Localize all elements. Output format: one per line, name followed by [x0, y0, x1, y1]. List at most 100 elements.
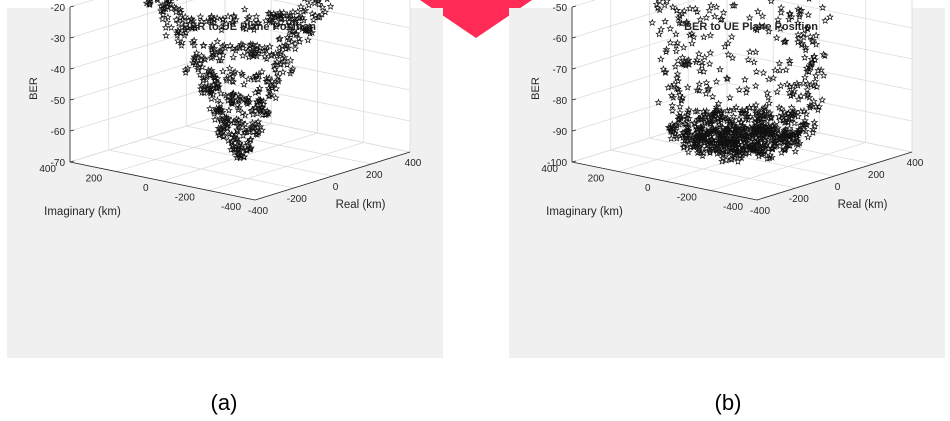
data-point [672, 47, 681, 55]
y-tick-label: -400 [221, 202, 241, 213]
data-point [190, 55, 198, 64]
data-point [694, 115, 702, 123]
data-point [267, 51, 276, 60]
data-point [675, 120, 684, 128]
data-point [705, 6, 714, 14]
data-point [755, 152, 763, 160]
data-point [182, 28, 190, 37]
data-point [230, 12, 238, 21]
data-point [789, 89, 798, 98]
data-point [747, 124, 755, 132]
data-point [704, 119, 712, 127]
y-tick-label: 0 [143, 183, 149, 194]
data-point [723, 114, 732, 122]
data-point [667, 91, 676, 99]
data-point [668, 3, 677, 11]
data-point [792, 131, 801, 139]
data-point [752, 67, 761, 76]
data-point [262, 74, 271, 82]
data-point [739, 125, 748, 133]
data-point [666, 38, 675, 47]
data-point [712, 3, 721, 11]
data-point [704, 84, 713, 92]
data-point [219, 67, 227, 75]
x-axis-line [254, 151, 411, 201]
z-tick [69, 67, 75, 70]
data-point [750, 118, 759, 127]
data-point [199, 41, 208, 50]
data-point [712, 105, 721, 113]
data-point [159, 10, 167, 19]
data-point [697, 125, 705, 133]
data-point [227, 98, 235, 106]
data-point [277, 59, 286, 68]
data-point [662, 47, 670, 56]
data-point [199, 76, 208, 84]
data-point [243, 14, 252, 22]
data-point [699, 67, 708, 75]
data-point [240, 80, 248, 88]
data-point [714, 99, 723, 107]
data-point [266, 9, 274, 17]
data-point [190, 36, 198, 44]
data-point [249, 43, 257, 52]
data-point [700, 53, 709, 61]
data-point [699, 148, 708, 157]
data-point [784, 109, 793, 118]
caption-b: (b) [714, 390, 742, 415]
z-axis-label: BER [28, 77, 40, 100]
data-point [716, 65, 724, 73]
data-point [675, 18, 684, 27]
data-point [176, 29, 185, 37]
data-point [674, 115, 683, 123]
data-point [660, 1, 669, 9]
data-point [188, 38, 197, 46]
y-axis-label: Imaginary (km) [44, 206, 121, 218]
data-point [729, 112, 738, 120]
data-point [668, 101, 677, 109]
data-point [657, 25, 666, 33]
data-point [797, 91, 805, 100]
data-point [753, 148, 762, 157]
data-point [782, 65, 790, 74]
data-point [656, 55, 665, 63]
data-point [187, 14, 196, 23]
data-point [696, 15, 705, 24]
data-point [216, 107, 224, 116]
data-point [244, 53, 253, 61]
data-point [196, 84, 205, 93]
z-tick-label: -60 [51, 127, 66, 138]
data-point [161, 4, 170, 13]
chart-panel-a: -70 -60 -50 -40 -30 -20 -400 -200 0 200 400 -400 -20… [7, 0, 443, 358]
data-point [757, 107, 766, 116]
data-point [225, 129, 234, 138]
data-point [699, 33, 708, 41]
data-point [811, 77, 820, 85]
data-point [245, 144, 254, 153]
data-point [224, 92, 233, 100]
axis-lines [571, 5, 913, 201]
data-point [274, 77, 283, 85]
data-point [817, 66, 825, 74]
data-point [669, 93, 678, 101]
data-point [270, 61, 279, 69]
data-point [235, 96, 244, 105]
z-tick [571, 98, 577, 101]
data-point [750, 58, 758, 66]
data-point [251, 104, 260, 112]
data-point [229, 118, 238, 127]
data-point [803, 25, 812, 33]
data-point [285, 26, 294, 34]
data-point [742, 84, 751, 93]
z-axis-label: BER [530, 77, 542, 100]
data-point [799, 29, 808, 37]
data-point [684, 148, 693, 156]
data-point [785, 59, 794, 67]
data-point [271, 93, 280, 102]
data-point [672, 134, 681, 142]
data-point [158, 15, 167, 23]
data-point [683, 110, 692, 119]
data-point [219, 121, 228, 130]
data-point [251, 103, 260, 111]
data-point [288, 64, 297, 73]
